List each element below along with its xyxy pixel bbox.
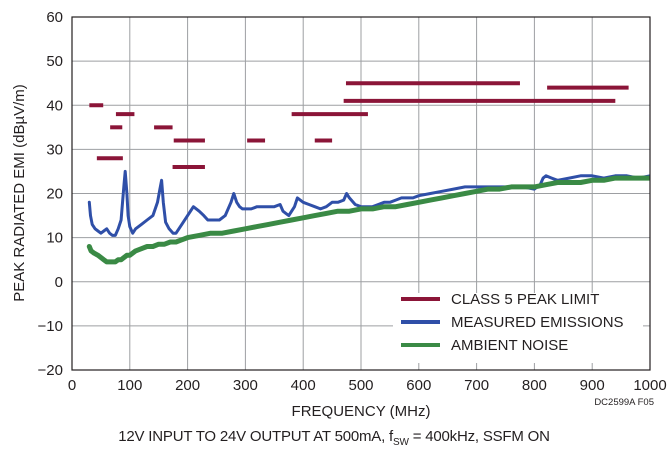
legend: CLASS 5 PEAK LIMIT MEASURED EMISSIONS AMBI…: [393, 291, 643, 363]
y-tick-label: 20: [46, 186, 63, 203]
figure-caption: 12V INPUT TO 24V OUTPUT AT 500mA, fSW = …: [0, 428, 668, 448]
y-tick-label: −20: [38, 362, 63, 379]
y-axis-label: PEAK RADIATED EMI (dBµV/m): [11, 84, 28, 302]
legend-label: CLASS 5 PEAK LIMIT: [451, 291, 599, 308]
x-tick-label: 500: [348, 377, 373, 394]
x-tick-label: 0: [68, 377, 76, 394]
legend-label: MEASURED EMISSIONS: [451, 314, 624, 331]
y-tick-label: 40: [46, 97, 63, 114]
x-tick-label: 100: [117, 377, 142, 394]
caption-suffix: = 400kHz, SSFM ON: [408, 428, 550, 445]
y-tick-label: 10: [46, 230, 63, 247]
y-tick-labels: 60 50 40 30 20 10 0 −10 −20: [38, 9, 63, 379]
x-tick-label: 700: [464, 377, 489, 394]
ambient-noise-line: [86, 175, 650, 265]
caption-prefix: 12V INPUT TO 24V OUTPUT AT 500mA, f: [118, 428, 394, 445]
measured-emissions-line: [87, 169, 650, 237]
y-tick-label: 30: [46, 141, 63, 158]
x-axis-label: FREQUENCY (MHz): [292, 403, 431, 420]
series-group: [86, 81, 650, 265]
figure-id: DC2599A F05: [594, 397, 654, 408]
x-tick-label: 900: [580, 377, 605, 394]
y-tick-label: 0: [55, 274, 63, 291]
x-tick-label: 800: [522, 377, 547, 394]
x-tick-label: 400: [291, 377, 316, 394]
x-tick-label: 300: [233, 377, 258, 394]
x-tick-label: 600: [406, 377, 431, 394]
y-tick-label: 50: [46, 53, 63, 70]
x-tick-label: 1000: [633, 377, 666, 394]
x-tick-labels: 0 100 200 300 400 500 600 700 800 900 1000: [68, 377, 667, 394]
y-tick-label: −10: [38, 318, 63, 335]
legend-background: [393, 293, 643, 363]
plot-frame: [71, 16, 651, 371]
y-tick-label: 60: [46, 9, 63, 26]
legend-label: AMBIENT NOISE: [451, 337, 568, 354]
x-tick-label: 200: [175, 377, 200, 394]
caption-subscript: SW: [393, 437, 409, 448]
